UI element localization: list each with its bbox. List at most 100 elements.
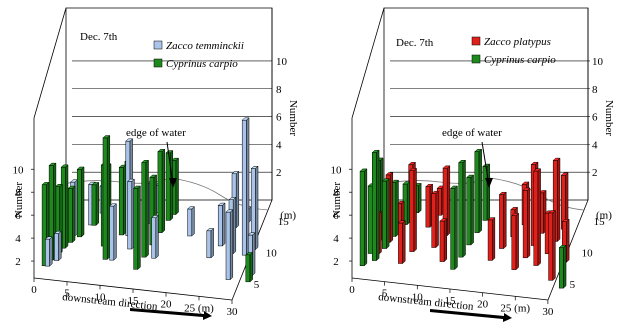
bar-front	[217, 205, 223, 247]
x-tick-label: 10	[95, 291, 107, 303]
bar-top	[522, 187, 531, 191]
bar	[118, 164, 127, 236]
bar	[439, 218, 448, 263]
bar-side	[65, 164, 69, 249]
bar-front	[487, 219, 493, 261]
bar	[53, 230, 62, 262]
bar-top	[54, 184, 63, 187]
bar-top	[487, 217, 496, 221]
x-tick-label: 15	[128, 295, 140, 307]
bar-top	[396, 200, 405, 204]
left-annotation-arrow-line	[166, 141, 174, 186]
x-tick-label: 0	[31, 284, 37, 296]
bar-front	[548, 212, 554, 281]
bar-side	[49, 236, 53, 267]
bar-top	[126, 178, 136, 182]
bar-top	[442, 165, 451, 169]
bar-front	[511, 215, 517, 270]
bar-side	[446, 165, 451, 237]
bar	[498, 191, 507, 250]
x-tick-label: 30	[227, 306, 239, 318]
bar-top	[498, 191, 507, 195]
bar-side	[527, 187, 531, 259]
left-annotation-arrowhead	[169, 178, 177, 188]
bar	[108, 203, 118, 261]
bar-side	[389, 171, 394, 243]
bar	[67, 185, 76, 243]
bar-side	[402, 220, 406, 265]
bar-top	[391, 179, 400, 183]
bar-top	[385, 172, 394, 176]
x-tick-label: 5	[64, 288, 70, 300]
bar	[44, 236, 53, 267]
bar-top	[552, 157, 561, 161]
bar-top	[359, 168, 368, 172]
bar	[533, 168, 542, 267]
right-legend-swatch-1	[471, 36, 481, 46]
bar	[157, 148, 166, 234]
bar	[60, 164, 69, 249]
bar-front	[450, 188, 456, 270]
bar-top	[431, 190, 440, 194]
bar	[558, 244, 567, 289]
bar-side	[95, 181, 99, 226]
bar-top	[225, 209, 234, 213]
bar-side	[232, 196, 237, 255]
z-tick-left: 8	[15, 187, 21, 199]
bar-side	[386, 178, 390, 250]
x-tick-label: 30	[542, 306, 554, 318]
bar	[217, 202, 226, 247]
bar	[186, 206, 196, 237]
bar-top	[217, 202, 226, 206]
left-back-left-edge	[33, 7, 67, 119]
bar-side	[255, 165, 259, 251]
bar	[91, 181, 100, 226]
bar-side	[406, 181, 411, 226]
bar-front	[206, 230, 212, 259]
right-legend-label-1: Zacco platypus	[484, 36, 551, 48]
bar-front	[533, 170, 539, 266]
bar-front	[359, 171, 365, 267]
bar-front	[474, 151, 480, 233]
bar-side	[515, 212, 519, 271]
bar	[409, 167, 418, 253]
z-tick-right: 2	[276, 167, 282, 179]
bar-front	[367, 185, 373, 254]
bar-side	[470, 174, 474, 246]
bar-side	[418, 182, 422, 214]
bar-top	[425, 184, 434, 187]
bar	[561, 218, 570, 263]
z-tick-right: 6	[276, 112, 282, 124]
right-gridlines	[390, 60, 590, 173]
x-tick-label: 10	[412, 291, 424, 303]
bar-side	[563, 244, 567, 289]
bar-side	[376, 149, 380, 262]
bar-front	[141, 162, 147, 258]
z-tick-right: 2	[592, 167, 598, 179]
bar	[225, 209, 234, 281]
right-annotation-arrowhead	[485, 178, 493, 188]
bar-top	[87, 181, 97, 185]
bar	[171, 157, 180, 216]
z-tick-left: 6	[15, 210, 21, 222]
bar-top	[558, 245, 567, 248]
bar-top	[67, 185, 76, 189]
bar-side	[478, 148, 482, 234]
bar-top	[510, 207, 519, 210]
left-legend-swatch-1	[153, 40, 163, 50]
bar-side	[557, 157, 561, 243]
bar-front	[45, 238, 50, 267]
bar-front	[187, 208, 193, 237]
bar-top	[247, 232, 256, 236]
bar	[552, 157, 561, 243]
bar-top	[250, 166, 259, 169]
bar-front	[409, 170, 415, 252]
bar-top	[206, 228, 215, 232]
bar-top	[407, 162, 417, 165]
z-tick-left: 10	[331, 164, 343, 176]
z-tick-right: 4	[592, 139, 598, 151]
bar-top	[449, 185, 459, 189]
bar-front	[67, 188, 73, 243]
